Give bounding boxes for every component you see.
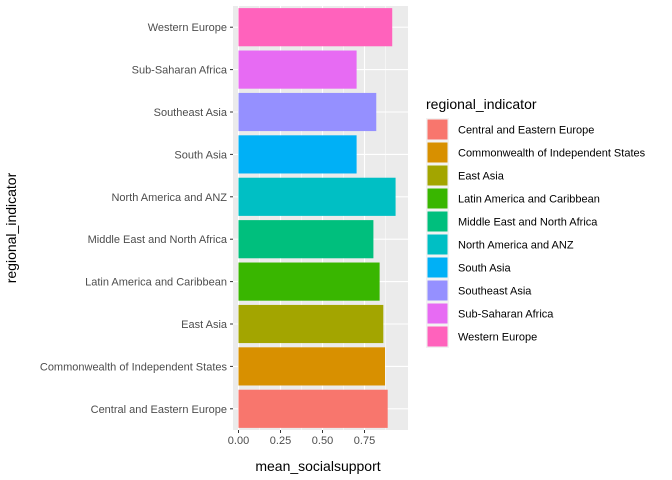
legend-swatch (427, 234, 448, 255)
x-tick-label: 0.50 (312, 435, 333, 447)
bar-southeast-asia (238, 92, 377, 132)
bars (238, 8, 396, 428)
x-axis-title: mean_socialsupport (255, 458, 380, 474)
bar-east-asia (238, 304, 384, 344)
bar-western-europe (238, 8, 393, 47)
legend-swatch (427, 188, 448, 209)
legend-label: South Asia (458, 263, 511, 275)
x-axis: 0.00 0.25 0.50 0.75 (228, 430, 375, 447)
bar-south-asia (238, 135, 357, 174)
legend-label: Commonwealth of Independent States (458, 148, 646, 160)
legend-label: North America and ANZ (458, 240, 574, 252)
legend-label: Western Europe (458, 332, 537, 344)
y-tick-label: South Asia (174, 149, 227, 161)
legend-title: regional_indicator (426, 96, 537, 112)
y-axis-title: regional_indicator (3, 172, 19, 283)
x-tick-label: 0.75 (354, 435, 375, 447)
legend-label: Central and Eastern Europe (458, 125, 594, 137)
y-tick-label: North America and ANZ (111, 192, 227, 204)
legend-label: East Asia (458, 171, 505, 183)
legend-label: Southeast Asia (458, 286, 532, 298)
y-tick-label: Middle East and North Africa (88, 234, 228, 246)
y-axis: Central and Eastern Europe Commonwealth o… (40, 22, 233, 416)
legend-swatch (427, 257, 448, 278)
bar-middle-east-and-north-africa (238, 220, 374, 259)
x-tick-label: 0.25 (270, 435, 291, 447)
y-tick-label: Sub-Saharan Africa (132, 65, 228, 77)
legend-label: Middle East and North Africa (458, 217, 598, 229)
legend-label: Sub-Saharan Africa (458, 309, 554, 321)
legend-swatch (427, 303, 448, 324)
bar-latin-america-and-caribbean (238, 262, 380, 301)
legend-swatch (427, 119, 448, 140)
legend-swatch (427, 280, 448, 301)
y-tick-label: Western Europe (148, 22, 227, 34)
y-tick-label: East Asia (181, 319, 228, 331)
y-tick-label: Commonwealth of Independent States (40, 361, 228, 373)
x-tick-label: 0.00 (228, 435, 249, 447)
legend-swatch (427, 142, 448, 163)
bar-commonwealth-of-independent-states (238, 347, 385, 386)
legend-swatch (427, 211, 448, 232)
y-tick-label: Latin America and Caribbean (85, 277, 227, 289)
bar-north-america-and-anz (238, 177, 396, 216)
y-tick-label: Central and Eastern Europe (91, 404, 227, 416)
y-tick-label: Southeast Asia (154, 107, 228, 119)
bar-sub-saharan-africa (238, 50, 357, 89)
legend: regional_indicator Central and Eastern E… (426, 96, 646, 348)
bar-central-and-eastern-europe (238, 389, 388, 428)
legend-label: Latin America and Caribbean (458, 194, 600, 206)
legend-swatch (427, 165, 448, 186)
legend-swatch (427, 326, 448, 347)
